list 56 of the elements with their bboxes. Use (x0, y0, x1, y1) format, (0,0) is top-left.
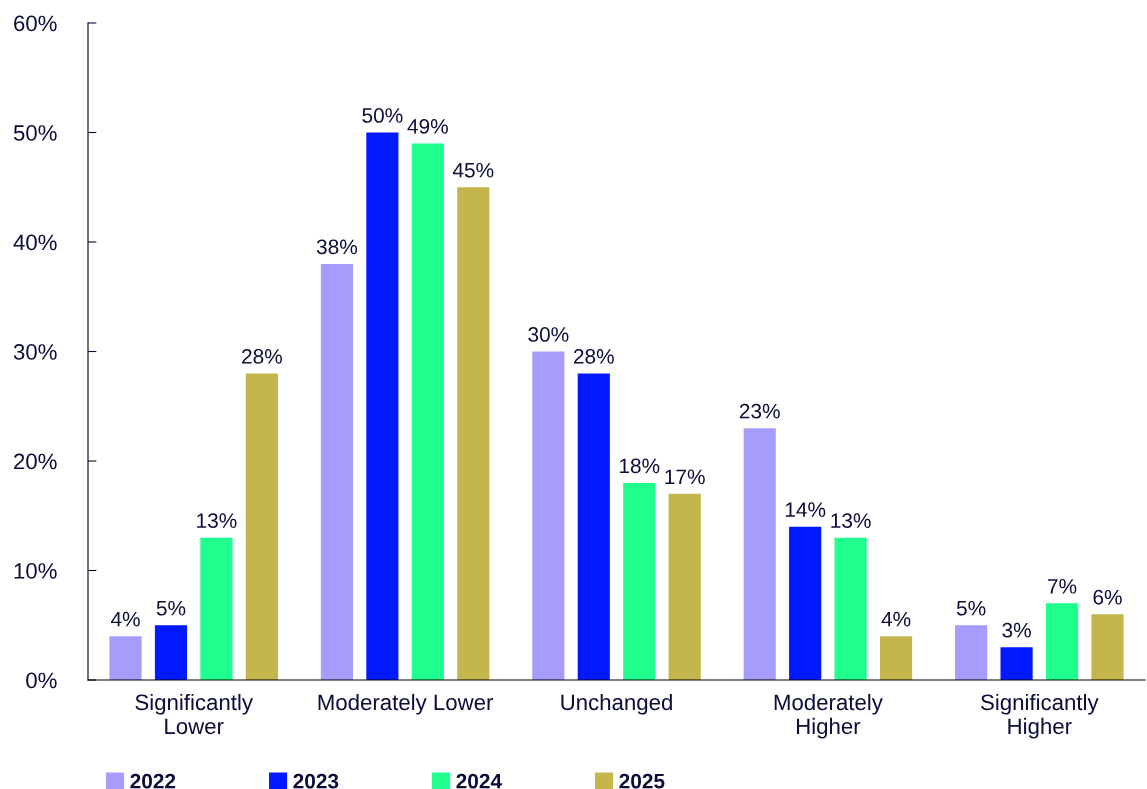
bar (668, 493, 701, 680)
legend-label: 2025 (619, 773, 665, 789)
x-tick-label: Significantly Higher (981, 693, 1099, 739)
x-tick-label: Unchanged (561, 693, 672, 715)
text: 17% (665, 469, 705, 485)
text: 30% (528, 327, 569, 342)
bar (577, 373, 610, 680)
bar (457, 187, 490, 680)
y-tick-label: 20% (14, 453, 57, 470)
y-tick-label: 10% (14, 563, 57, 579)
text: 28% (573, 348, 614, 364)
bar (1045, 603, 1079, 680)
y-tick-label: 60% (14, 15, 57, 32)
legend-label: 2023 (293, 773, 339, 789)
text: 5% (956, 600, 986, 616)
x-tick-label: Moderately Higher (774, 693, 883, 739)
bar (200, 537, 233, 680)
text: 13% (197, 513, 237, 528)
text: 3% (1002, 622, 1031, 638)
bar (532, 351, 565, 680)
text: 14% (785, 502, 826, 517)
text: 45% (452, 162, 494, 178)
y-tick-label: 0% (26, 672, 57, 689)
bar (623, 482, 656, 680)
text: 7% (1048, 579, 1077, 594)
legend-label: 2024 (456, 773, 502, 789)
legend-label: 2022 (130, 773, 176, 789)
text: 4% (881, 611, 911, 627)
y-tick-label: 50% (13, 125, 57, 141)
bar (109, 636, 142, 680)
x-tick-label: Moderately Lower (318, 693, 494, 715)
bar (245, 373, 278, 680)
bar (834, 537, 867, 680)
bar (1091, 614, 1124, 680)
bar (1000, 647, 1033, 680)
bar (320, 263, 353, 680)
bar (789, 526, 822, 680)
x-tick-label: Significantly Lower (135, 693, 253, 735)
text: 23% (739, 403, 780, 419)
text: 18% (619, 458, 660, 474)
text: 13% (831, 513, 871, 528)
y-tick-label: 40% (13, 234, 57, 251)
bar (743, 428, 776, 680)
text: 50% (362, 108, 403, 123)
bar (955, 625, 988, 680)
bar (411, 143, 444, 680)
text: 4% (110, 611, 140, 627)
text: 28% (242, 348, 282, 364)
bar (366, 132, 399, 680)
text: 38% (316, 239, 358, 255)
bar (154, 625, 188, 680)
bar (880, 636, 913, 680)
text: 49% (407, 119, 448, 134)
y-tick-label: 30% (13, 344, 57, 360)
text: 6% (1093, 589, 1122, 605)
text: 5% (156, 600, 186, 616)
